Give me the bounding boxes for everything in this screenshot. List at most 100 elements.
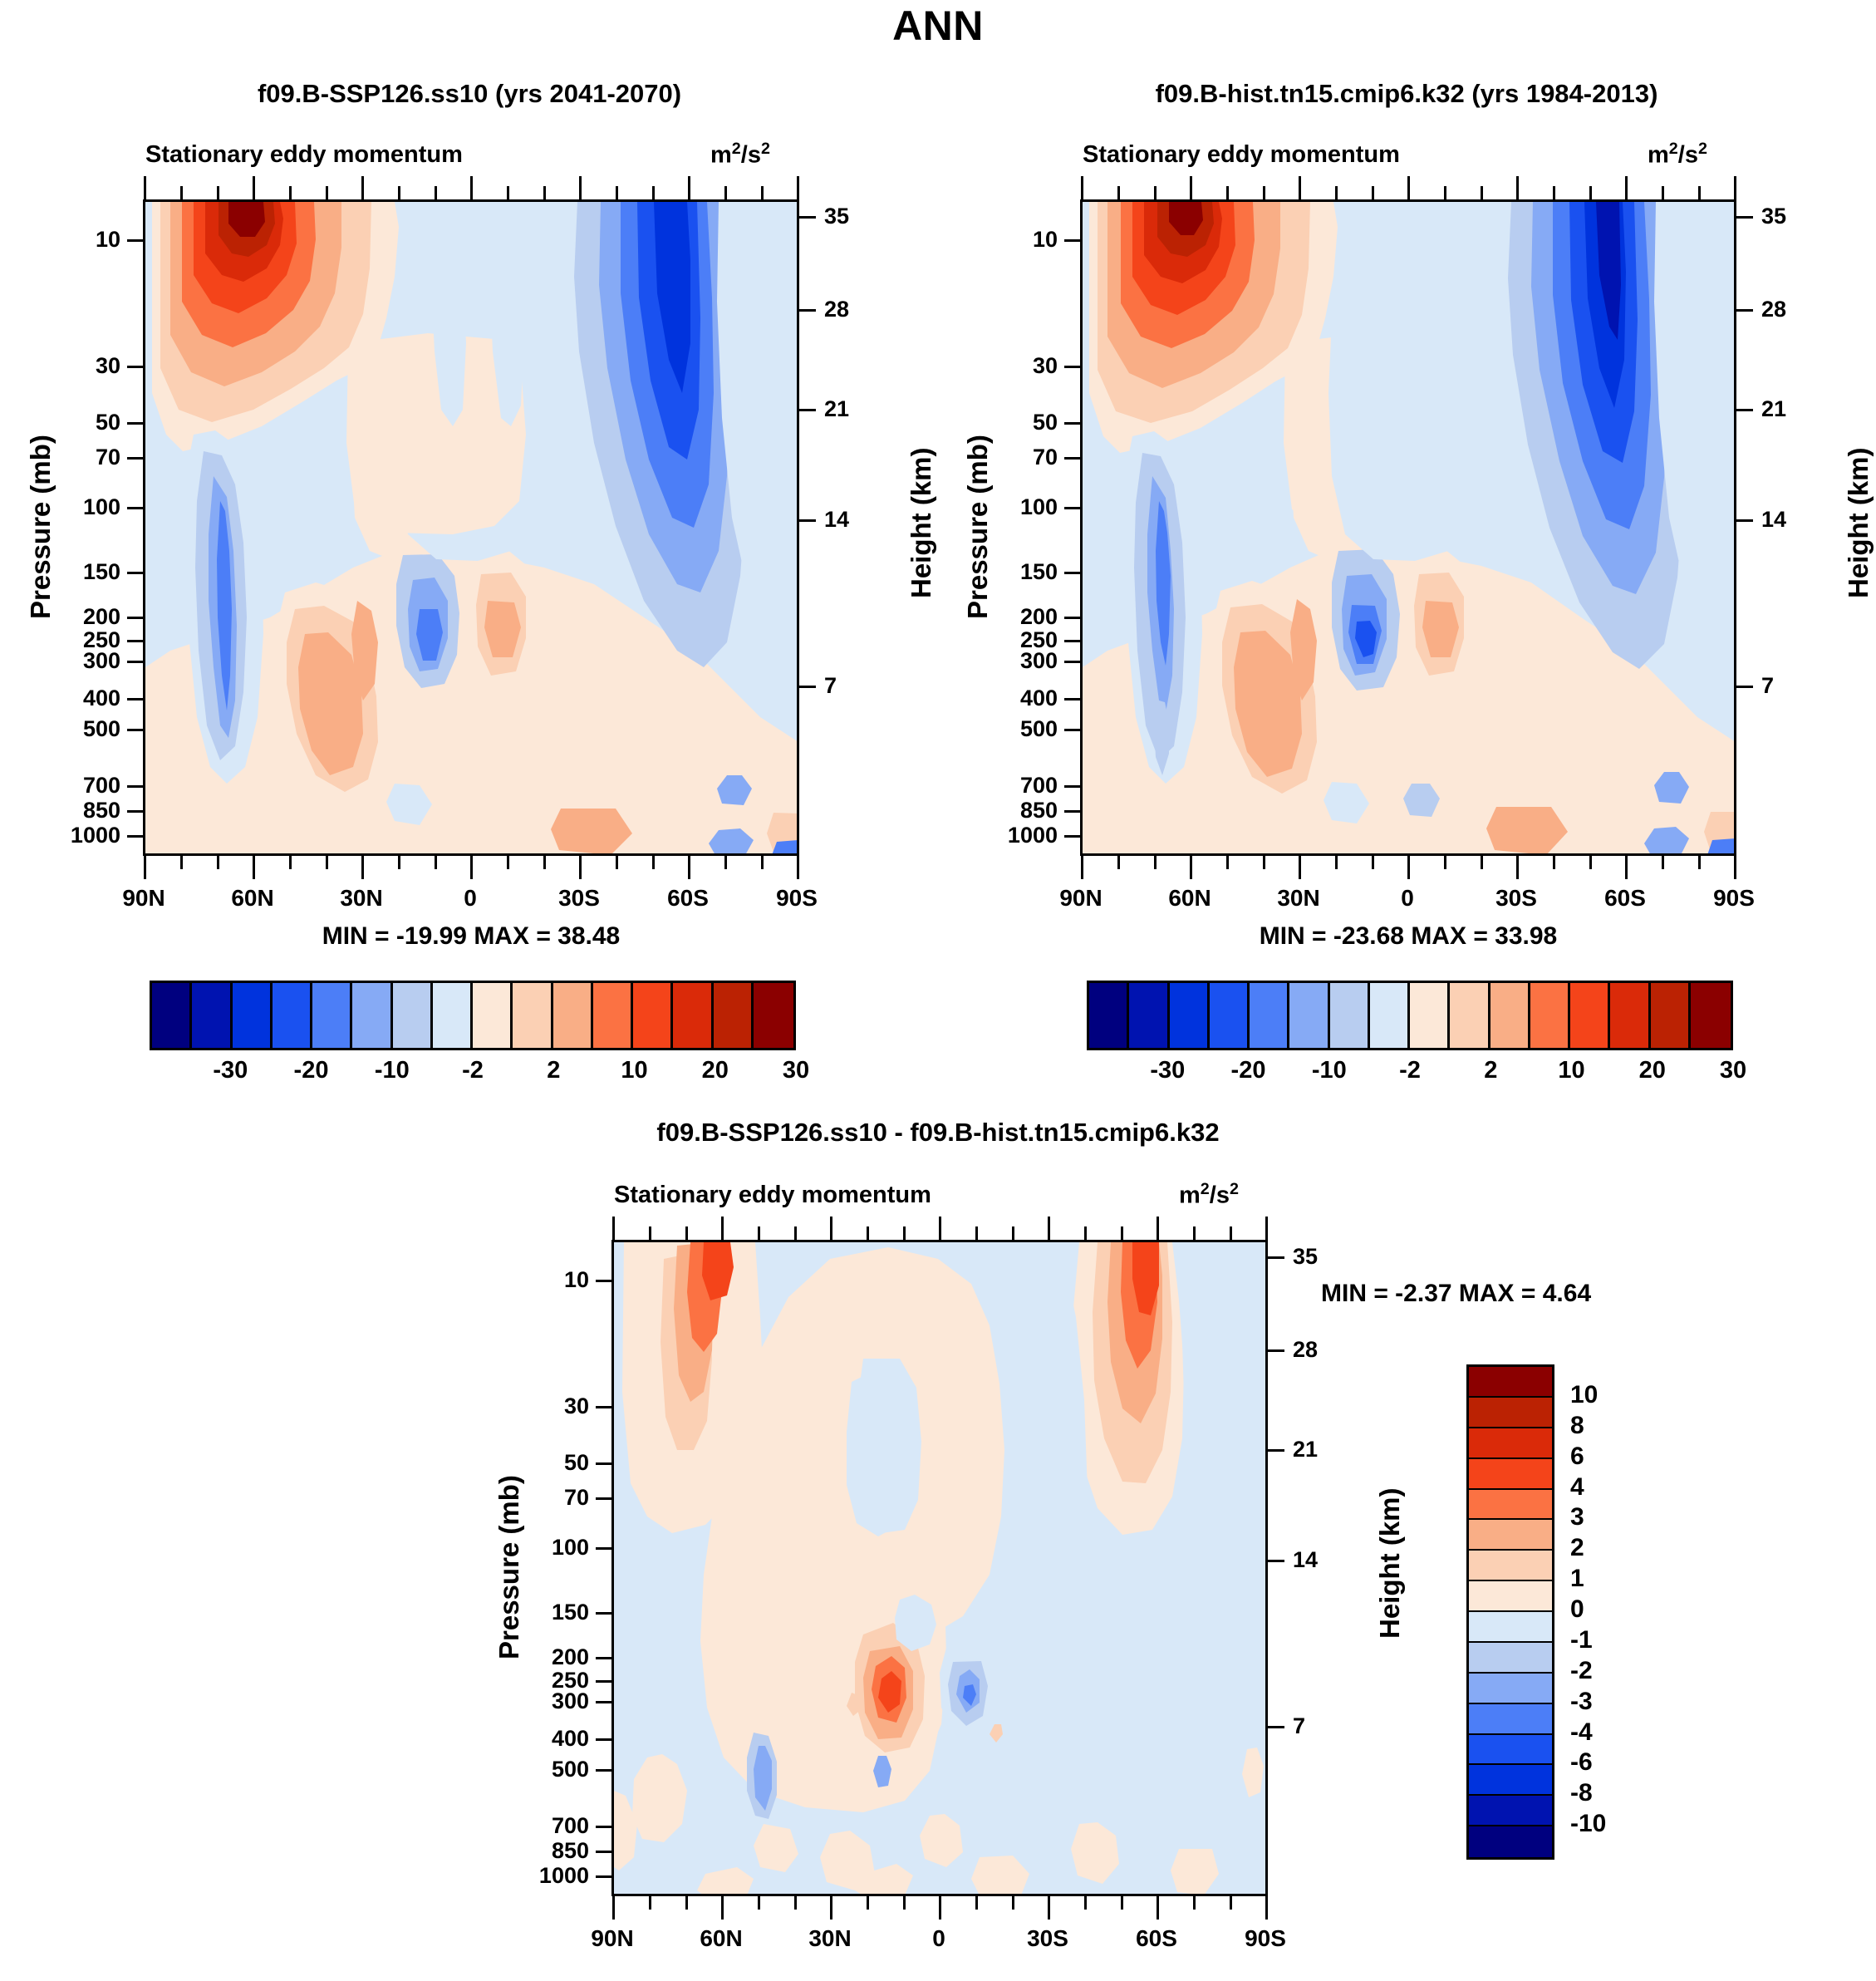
colorbar-cell — [1469, 1367, 1552, 1398]
ytick-label: 300 — [551, 1689, 589, 1713]
xtick-label: 90S — [1713, 885, 1755, 911]
colorbar-tick-label: -20 — [293, 1057, 329, 1084]
colorbar-tick-label: -6 — [1570, 1748, 1593, 1777]
colorbar-cell — [1490, 983, 1530, 1048]
ytick-label: 100 — [82, 494, 120, 519]
ytick-label: 250 — [1019, 627, 1058, 652]
colorbar-tick-label: -20 — [1230, 1057, 1266, 1084]
xtick-label: 30S — [558, 885, 600, 911]
colorbar-diff-labels: 10 8 6 4 3 2 1 0 -1 -2 -3 -4 -6 -8 -10 — [1570, 1364, 1687, 1855]
panel-units-top-left: m2/s2 — [710, 140, 770, 169]
yaxis-title-left: Pressure (mb) — [962, 435, 993, 619]
panel-title-top-left: f09.B-SSP126.ss10 (yrs 2041-2070) — [257, 79, 682, 108]
panel-subtitle-bottom: Stationary eddy momentum — [614, 1182, 931, 1208]
xtick-label: 60S — [1604, 885, 1646, 911]
xtick-label: 60N — [1168, 885, 1211, 911]
colorbar-cell — [1469, 1703, 1552, 1735]
yright-label: 28 — [1761, 297, 1787, 322]
colorbar-cell — [1129, 983, 1170, 1048]
colorbar-cell — [152, 983, 193, 1048]
ytick-label: 250 — [551, 1668, 589, 1693]
yright-label: 21 — [1293, 1437, 1319, 1462]
xtick-label: 30N — [340, 885, 383, 911]
yright-label: 7 — [1293, 1713, 1306, 1738]
colorbar-tick-label: -1 — [1570, 1625, 1593, 1654]
xtick-label: 90S — [776, 885, 818, 911]
contour-plot-bottom-diff — [611, 1240, 1268, 1896]
colorbar-cell — [1469, 1612, 1552, 1643]
minmax-top-left: MIN = -19.99 MAX = 38.48 — [322, 922, 621, 950]
xtick-label: 60N — [700, 1925, 743, 1951]
ytick-label: 400 — [551, 1726, 589, 1751]
colorbar-cell — [673, 983, 714, 1048]
colorbar-cell — [352, 983, 393, 1048]
colorbar-tick-label: -10 — [1570, 1810, 1607, 1838]
colorbar-cell — [1469, 1826, 1552, 1857]
colorbar-labels-top-right: -30 -20 -10 -2 2 10 20 30 — [1087, 1057, 1746, 1090]
colorbar-tick-label: -3 — [1570, 1687, 1593, 1715]
xtick-label: 60S — [1136, 1925, 1177, 1951]
colorbar-cell — [633, 983, 674, 1048]
colorbar-tick-label: 10 — [1558, 1057, 1585, 1084]
ytick-label: 300 — [82, 648, 120, 673]
colorbar-cell — [312, 983, 353, 1048]
colorbar-tick-label: 2 — [1484, 1057, 1498, 1084]
ytick-label: 150 — [1019, 559, 1058, 584]
colorbar-cell — [713, 983, 754, 1048]
panel-subtitle-top-left: Stationary eddy momentum — [145, 141, 463, 168]
colorbar-cell — [1570, 983, 1611, 1048]
colorbar-tick-label: 8 — [1570, 1411, 1584, 1439]
ytick-label: 500 — [82, 716, 120, 741]
yright-label: 35 — [1293, 1244, 1319, 1269]
yright-label: 21 — [1761, 396, 1787, 421]
colorbar-cell — [232, 983, 273, 1048]
colorbar-tick-label: -10 — [374, 1057, 410, 1084]
ytick-label: 100 — [551, 1535, 589, 1560]
colorbar-cell — [1209, 983, 1250, 1048]
colorbar-tick-label: -30 — [213, 1057, 248, 1084]
yright-label: 7 — [1761, 673, 1775, 698]
colorbar-cell — [272, 983, 312, 1048]
colorbar-diff — [1466, 1364, 1554, 1860]
colorbar-cell — [473, 983, 513, 1048]
yaxis-title-left: Pressure (mb) — [494, 1475, 524, 1659]
ytick-label: 200 — [82, 604, 120, 629]
yaxis-title-left: Pressure (mb) — [25, 435, 56, 619]
colorbar-tick-label: 30 — [1719, 1057, 1747, 1084]
colorbar-cell — [1610, 983, 1651, 1048]
contour-plot-top-left — [143, 199, 799, 856]
colorbar-tick-label: 10 — [1570, 1380, 1599, 1408]
panel-subtitle-top-right: Stationary eddy momentum — [1083, 141, 1400, 168]
ytick-label: 300 — [1019, 648, 1058, 673]
colorbar-cell — [1690, 983, 1731, 1048]
panel-title-top-right: f09.B-hist.tn15.cmip6.k32 (yrs 1984-2013… — [1155, 79, 1658, 108]
yright-label: 14 — [1761, 507, 1787, 532]
colorbar-cell — [1469, 1428, 1552, 1459]
panel-units-bottom: m2/s2 — [1179, 1180, 1239, 1209]
ytick-label: 50 — [1032, 410, 1058, 435]
colorbar-tick-label: 4 — [1570, 1472, 1584, 1501]
ytick-label: 150 — [551, 1600, 589, 1625]
ytick-label: 10 — [563, 1267, 589, 1292]
xtick-label: 90N — [1059, 885, 1103, 911]
minmax-top-right: MIN = -23.68 MAX = 33.98 — [1259, 922, 1558, 950]
colorbar-tick-label: 1 — [1570, 1565, 1584, 1593]
ytick-label: 250 — [82, 627, 120, 652]
yright-label: 28 — [824, 297, 850, 322]
ytick-label: 700 — [1019, 773, 1058, 798]
colorbar-tick-label: -8 — [1570, 1779, 1593, 1807]
panel-title-bottom: f09.B-SSP126.ss10 - f09.B-hist.tn15.cmip… — [656, 1118, 1220, 1147]
xtick-label: 60N — [231, 885, 274, 911]
colorbar-cell — [1469, 1796, 1552, 1827]
xtick-label: 30N — [808, 1925, 852, 1951]
panel-units-top-right: m2/s2 — [1648, 140, 1707, 169]
ytick-label: 70 — [563, 1485, 589, 1510]
colorbar-tick-label: 2 — [1570, 1534, 1584, 1562]
colorbar-tick-label: -4 — [1570, 1718, 1593, 1746]
colorbar-labels-top-left: -30 -20 -10 -2 2 10 20 30 — [150, 1057, 809, 1090]
ytick-label: 500 — [1019, 716, 1058, 741]
ytick-label: 200 — [551, 1644, 589, 1669]
colorbar-tick-label: 20 — [1638, 1057, 1666, 1084]
colorbar-cell — [1469, 1734, 1552, 1766]
colorbar-tick-label: 3 — [1570, 1503, 1584, 1531]
